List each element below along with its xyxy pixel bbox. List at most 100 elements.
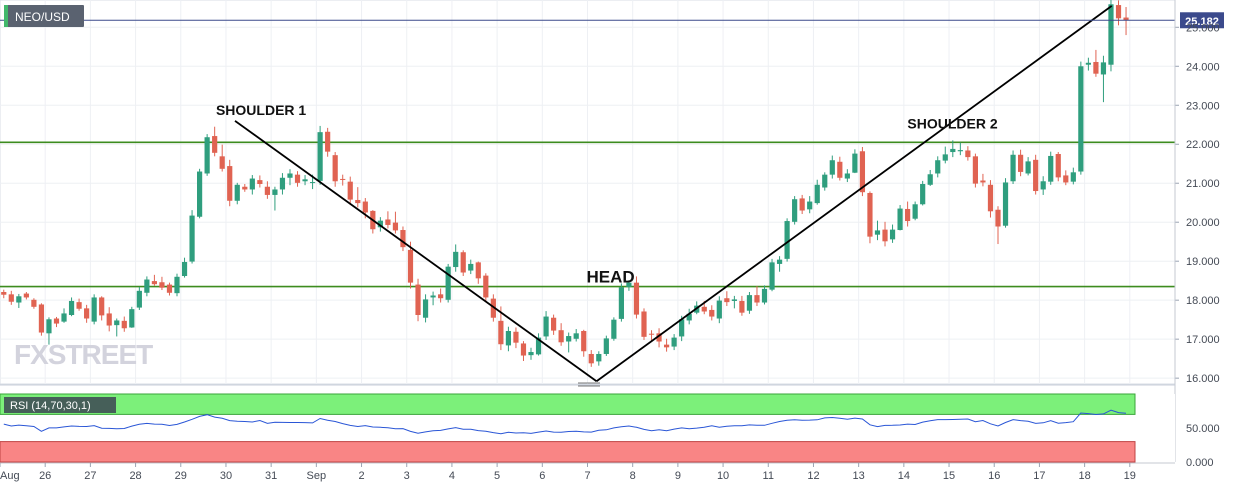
candle[interactable] (566, 332, 572, 353)
candle[interactable] (837, 156, 843, 181)
candle[interactable] (76, 298, 82, 311)
candle[interactable] (8, 290, 14, 305)
candle[interactable] (746, 291, 753, 314)
candle[interactable] (242, 184, 248, 192)
candle[interactable] (219, 144, 225, 172)
candle[interactable] (151, 274, 158, 286)
candle[interactable] (754, 286, 760, 307)
candle[interactable] (287, 169, 293, 186)
candle[interactable] (234, 182, 240, 205)
candle[interactable] (114, 318, 120, 337)
candle[interactable] (144, 276, 150, 297)
candle[interactable] (279, 173, 286, 195)
candle[interactable] (1123, 7, 1129, 36)
candle[interactable] (633, 276, 640, 319)
candle[interactable] (1048, 151, 1054, 185)
candle[interactable] (1010, 150, 1016, 185)
candle[interactable] (558, 323, 564, 346)
candle[interactable] (1115, 0, 1122, 26)
candle[interactable] (415, 278, 421, 322)
candle[interactable] (1108, 0, 1114, 72)
candle[interactable] (1070, 167, 1076, 185)
candle[interactable] (498, 306, 504, 351)
candle[interactable] (927, 169, 933, 186)
candle[interactable] (1002, 178, 1009, 228)
candle[interactable] (905, 201, 911, 227)
candle[interactable] (784, 218, 790, 262)
candle[interactable] (807, 196, 813, 214)
candle[interactable] (641, 308, 647, 340)
candle[interactable] (603, 335, 609, 356)
candle[interactable] (99, 296, 105, 321)
candle[interactable] (942, 146, 948, 164)
candle[interactable] (460, 250, 466, 277)
candle[interactable] (347, 176, 353, 205)
candle[interactable] (618, 283, 624, 322)
candle[interactable] (581, 329, 587, 357)
candle[interactable] (422, 294, 429, 323)
candle[interactable] (588, 350, 594, 367)
candle[interactable] (980, 173, 986, 187)
candle[interactable] (377, 217, 383, 232)
candle[interactable] (385, 211, 391, 229)
candle[interactable] (814, 179, 820, 205)
candle[interactable] (829, 155, 835, 179)
candle[interactable] (106, 307, 112, 332)
candle[interactable] (792, 196, 798, 225)
candle[interactable] (520, 341, 527, 361)
candle[interactable] (23, 291, 29, 300)
candle[interactable] (799, 194, 805, 215)
candle[interactable] (159, 276, 165, 291)
candle[interactable] (852, 149, 858, 174)
candle[interactable] (340, 174, 346, 186)
candle[interactable] (53, 316, 60, 328)
candle[interactable] (204, 134, 210, 176)
candle[interactable] (897, 205, 903, 231)
candle[interactable] (822, 172, 828, 191)
candle[interactable] (257, 175, 263, 188)
candle[interactable] (302, 175, 308, 186)
candle[interactable] (272, 186, 278, 211)
candle[interactable] (505, 326, 512, 352)
candle[interactable] (332, 152, 338, 187)
candle[interactable] (995, 206, 1001, 245)
candle[interactable] (844, 169, 850, 183)
candle[interactable] (121, 316, 127, 332)
candle[interactable] (1085, 57, 1091, 71)
candle[interactable] (1033, 154, 1039, 195)
candle[interactable] (663, 338, 670, 352)
candle[interactable] (596, 351, 602, 366)
candle[interactable] (950, 140, 956, 158)
candle[interactable] (776, 256, 783, 272)
candle[interactable] (1078, 61, 1084, 175)
candle[interactable] (867, 191, 873, 244)
candle[interactable] (1, 289, 7, 299)
candle[interactable] (972, 153, 979, 188)
candle[interactable] (611, 317, 617, 341)
candle[interactable] (61, 308, 67, 323)
candle[interactable] (1025, 157, 1031, 176)
candle[interactable] (227, 159, 233, 207)
candle[interactable] (889, 224, 896, 243)
candle[interactable] (355, 187, 361, 208)
candle[interactable] (671, 334, 677, 351)
candle[interactable] (430, 291, 436, 306)
candle[interactable] (739, 295, 745, 316)
candle[interactable] (38, 303, 45, 336)
candle[interactable] (1017, 149, 1024, 177)
candle[interactable] (716, 296, 722, 324)
candle[interactable] (84, 304, 90, 323)
candle[interactable] (543, 311, 549, 340)
candle[interactable] (551, 314, 557, 335)
candle[interactable] (445, 263, 451, 303)
candle[interactable] (1040, 176, 1046, 195)
candle[interactable] (68, 297, 75, 317)
candle[interactable] (317, 125, 323, 185)
candle[interactable] (166, 282, 173, 296)
candle[interactable] (761, 285, 768, 305)
candle[interactable] (1055, 152, 1061, 182)
candle[interactable] (648, 330, 655, 342)
candle[interactable] (626, 280, 632, 291)
candle[interactable] (769, 258, 775, 292)
candle[interactable] (475, 261, 481, 284)
